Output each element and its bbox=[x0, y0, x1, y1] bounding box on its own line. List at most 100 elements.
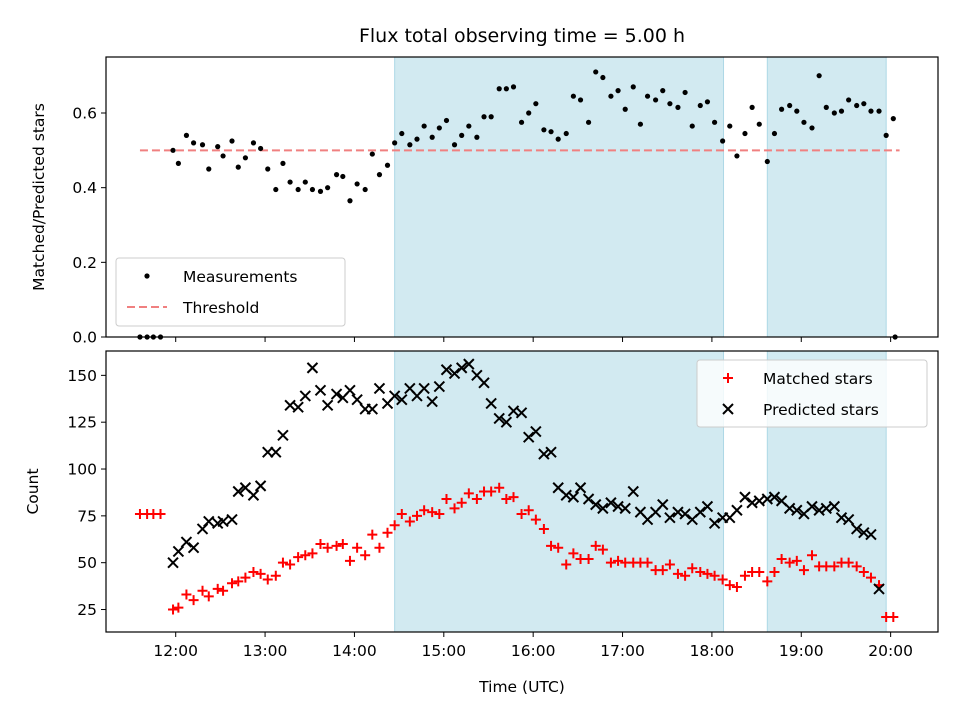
data-point bbox=[664, 512, 676, 524]
data-point bbox=[762, 576, 773, 587]
data-point bbox=[518, 119, 525, 125]
data-point bbox=[277, 557, 288, 568]
data-point bbox=[597, 502, 609, 515]
data-point bbox=[508, 492, 519, 503]
data-point bbox=[360, 550, 371, 561]
data-point bbox=[486, 486, 497, 497]
data-point bbox=[451, 142, 458, 148]
data-point bbox=[218, 585, 229, 596]
data-point bbox=[488, 114, 494, 120]
data-point bbox=[630, 84, 636, 90]
data-point bbox=[615, 88, 621, 94]
data-point bbox=[861, 101, 867, 107]
data-point bbox=[330, 388, 343, 400]
x-tick-label: 12:00 bbox=[153, 642, 198, 660]
data-point bbox=[553, 542, 564, 553]
data-point bbox=[277, 429, 289, 442]
data-point bbox=[801, 119, 807, 125]
data-point bbox=[526, 110, 532, 116]
data-point bbox=[653, 97, 659, 103]
data-point bbox=[217, 515, 229, 528]
data-point bbox=[384, 162, 391, 168]
data-point bbox=[637, 121, 644, 127]
data-point bbox=[784, 557, 795, 568]
data-point bbox=[215, 144, 221, 150]
legend-marker-measurements bbox=[144, 273, 150, 279]
data-point bbox=[440, 364, 453, 376]
data-point bbox=[664, 559, 675, 570]
data-point bbox=[828, 500, 841, 513]
data-point bbox=[493, 412, 505, 425]
data-point bbox=[478, 377, 490, 389]
data-point bbox=[787, 102, 793, 109]
legend-box bbox=[115, 257, 346, 327]
data-point bbox=[546, 540, 557, 551]
data-point bbox=[816, 73, 822, 79]
data-point bbox=[485, 397, 497, 410]
data-point bbox=[888, 612, 899, 623]
data-point bbox=[608, 93, 614, 99]
data-point bbox=[731, 582, 742, 593]
data-point bbox=[240, 572, 251, 583]
data-point bbox=[538, 523, 549, 534]
data-point bbox=[366, 403, 379, 415]
data-point bbox=[842, 513, 855, 526]
data-point bbox=[829, 561, 840, 572]
data-point bbox=[344, 555, 355, 566]
data-point bbox=[644, 93, 651, 99]
data-point bbox=[687, 563, 698, 574]
data-point bbox=[197, 585, 208, 596]
data-point bbox=[295, 186, 301, 193]
data-point bbox=[168, 604, 179, 615]
data-point bbox=[242, 155, 249, 161]
data-point bbox=[791, 555, 802, 566]
data-point bbox=[541, 127, 547, 133]
data-point bbox=[865, 528, 877, 541]
y-tick-label: 125 bbox=[67, 414, 97, 432]
data-point bbox=[515, 407, 528, 419]
data-point bbox=[347, 198, 353, 204]
data-point bbox=[717, 574, 728, 585]
data-point bbox=[503, 86, 509, 92]
data-point bbox=[167, 556, 179, 569]
data-point bbox=[456, 497, 467, 508]
y-tick-label: 0.4 bbox=[72, 179, 97, 197]
data-point bbox=[679, 508, 691, 520]
data-point bbox=[331, 540, 342, 551]
data-point bbox=[806, 550, 817, 561]
data-point bbox=[187, 541, 200, 554]
data-point bbox=[682, 89, 688, 96]
data-point bbox=[455, 362, 468, 374]
data-point bbox=[697, 102, 703, 109]
data-point bbox=[421, 123, 427, 129]
data-point bbox=[396, 508, 407, 519]
data-point bbox=[449, 503, 460, 514]
data-point bbox=[597, 544, 608, 555]
data-point bbox=[407, 142, 413, 148]
data-point bbox=[376, 172, 383, 178]
data-point bbox=[548, 129, 554, 135]
data-point bbox=[354, 181, 360, 187]
data-point bbox=[501, 493, 512, 504]
data-point bbox=[708, 517, 721, 530]
data-point bbox=[419, 505, 430, 516]
data-point bbox=[642, 557, 653, 568]
data-point bbox=[657, 498, 669, 511]
data-point bbox=[779, 106, 785, 112]
data-point bbox=[315, 538, 326, 549]
data-point bbox=[858, 567, 869, 578]
y-tick-label: 0.6 bbox=[72, 105, 97, 123]
data-point bbox=[302, 179, 308, 185]
data-point bbox=[414, 136, 420, 142]
data-point bbox=[590, 498, 602, 511]
data-point bbox=[574, 482, 587, 494]
data-point bbox=[619, 502, 631, 515]
data-point bbox=[220, 153, 226, 159]
x-tick-label: 17:00 bbox=[600, 642, 645, 660]
x-tick-label: 18:00 bbox=[690, 642, 735, 660]
data-point bbox=[545, 446, 557, 458]
legend: Matched stars Predicted stars bbox=[696, 359, 928, 428]
data-point bbox=[306, 362, 319, 374]
data-point bbox=[890, 116, 896, 122]
data-point bbox=[768, 491, 781, 503]
